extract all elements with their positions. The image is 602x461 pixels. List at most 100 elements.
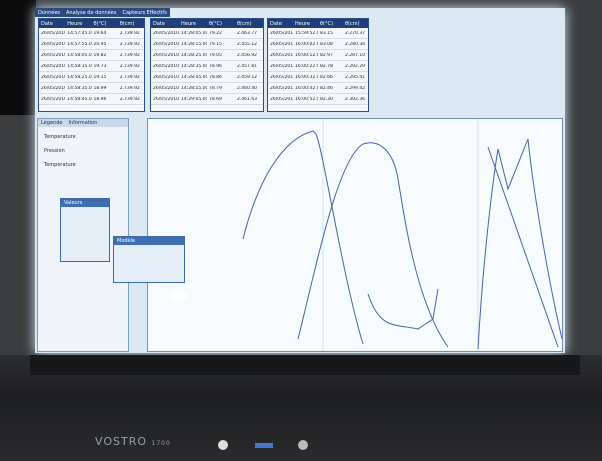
laptop-base: VOSTRO 1700	[0, 355, 602, 461]
grid	[323, 119, 478, 351]
tab-bar: Données Analyse de données Capteurs Effect…	[35, 8, 170, 17]
table-cell: 2.295.41	[343, 75, 368, 80]
table-cell: 26/05/2010	[39, 31, 65, 36]
table-cell: 14:28:25.000	[179, 53, 207, 58]
dark-corner	[0, 0, 36, 115]
table-cell: 19.15	[92, 75, 118, 80]
table-cell: 2.459.12	[235, 75, 263, 80]
table-cell: 26/05/2010	[39, 42, 65, 47]
button[interactable]	[298, 440, 308, 450]
table-cell: 26/05/2010	[151, 97, 179, 102]
table-cell: 2.292.29	[343, 64, 368, 69]
header-cell: Heure	[293, 21, 318, 27]
table-cell: 14:28:45.000	[179, 75, 207, 80]
table-cell: 19.82	[92, 53, 118, 58]
table-cell: 26/05/2010	[39, 53, 65, 58]
header-cell: θ(cm)	[118, 21, 144, 27]
table-cell: 26/05/2010	[151, 42, 179, 47]
table-cell: 2.460.40	[235, 86, 263, 91]
table-cell: 26/05/2010	[39, 97, 65, 102]
table-cell: 18.96	[92, 97, 118, 102]
model-dialog: Modèle	[113, 236, 185, 283]
table-cell: 26/05/2010	[268, 42, 293, 47]
table-row: 26/05/201016:00:42.00082.462.299.42	[268, 83, 368, 94]
table-cell: 14:29:05.000	[179, 97, 207, 102]
header-cell: Date	[268, 21, 293, 27]
table-row: 26/05/201016:00:02.00083.082.280.34	[268, 39, 368, 50]
hinge	[30, 355, 580, 375]
header-cell: θ(°C)	[318, 21, 343, 27]
table-cell: 18.99	[92, 86, 118, 91]
power-button[interactable]	[218, 440, 228, 450]
table-cell: 82.66	[318, 75, 343, 80]
table-row: 26/05/201016:00:52.00082.302.302.36	[268, 94, 368, 105]
legend-tab[interactable]: Légende	[41, 120, 62, 126]
legend-item[interactable]: Pression	[44, 144, 122, 158]
table-cell: 78.86	[207, 75, 235, 80]
header-cell: Date	[39, 21, 65, 27]
table-cell: 2.457.81	[235, 64, 263, 69]
table-cell: 83.15	[318, 31, 343, 36]
table-cell: 2.280.34	[343, 42, 368, 47]
tab[interactable]: Analyse de données	[66, 10, 116, 16]
data-table: DateHeureθ(°C)θ(cm)26/05/201014:57:45.00…	[38, 18, 145, 112]
table-cell: 79.05	[207, 53, 235, 58]
table-cell: 79.22	[207, 31, 235, 36]
table-cell: 26/05/2010	[39, 64, 65, 69]
table-cell: 82.46	[318, 86, 343, 91]
header-cell: Heure	[65, 21, 91, 27]
table-cell: 26/05/2010	[151, 64, 179, 69]
table-cell: 2.739.92	[118, 42, 144, 47]
brand-label: VOSTRO 1700	[95, 435, 171, 448]
model: 1700	[152, 440, 171, 447]
table-cell: 2.302.36	[343, 97, 368, 102]
plot	[148, 119, 562, 351]
table-row: 26/05/201016:00:12.00082.972.287.10	[268, 50, 368, 61]
table-cell: 14:58:45.000	[65, 97, 91, 102]
table-cell: 26/05/2010	[39, 86, 65, 91]
table-cell: 83.08	[318, 42, 343, 47]
indicator	[255, 443, 273, 448]
table-cell: 2.461.63	[235, 97, 263, 102]
legend-item[interactable]: Temperature	[44, 158, 122, 172]
table-cell: 14:28:15.000	[179, 42, 207, 47]
table-cell: 14:57:45.000	[65, 31, 91, 36]
tab[interactable]: Capteurs Effectifs	[122, 10, 166, 16]
table-cell: 78.96	[207, 64, 235, 69]
table-cell: 15:59:52.000	[293, 31, 318, 36]
header-cell: θ(°C)	[207, 21, 235, 27]
screen: Données Analyse de données Capteurs Effect…	[35, 8, 565, 353]
table-cell: 2.739.92	[118, 53, 144, 58]
brand: VOSTRO	[95, 435, 147, 448]
table-cell: 19.64	[92, 31, 118, 36]
table-cell: 16:00:02.000	[293, 42, 318, 47]
table-cell: 14:58:35.000	[65, 86, 91, 91]
legend-item[interactable]: Temperature	[44, 130, 122, 144]
header-cell: θ(°C)	[92, 21, 118, 27]
table-cell: 2.739.92	[118, 97, 144, 102]
table-cell: 26/05/2010	[268, 86, 293, 91]
chart-area	[147, 118, 563, 352]
header-cell: θ(cm)	[343, 21, 368, 27]
table-cell: 16:00:42.000	[293, 86, 318, 91]
table-row: 26/05/201016:00:32.00082.662.295.41	[268, 72, 368, 83]
table-cell: 26/05/2010	[151, 31, 179, 36]
legend-tab[interactable]: Information	[68, 120, 97, 126]
header-cell: Heure	[179, 21, 207, 27]
tab[interactable]: Données	[38, 10, 60, 16]
glare	[170, 291, 188, 301]
table-cell: 26/05/2010	[151, 86, 179, 91]
